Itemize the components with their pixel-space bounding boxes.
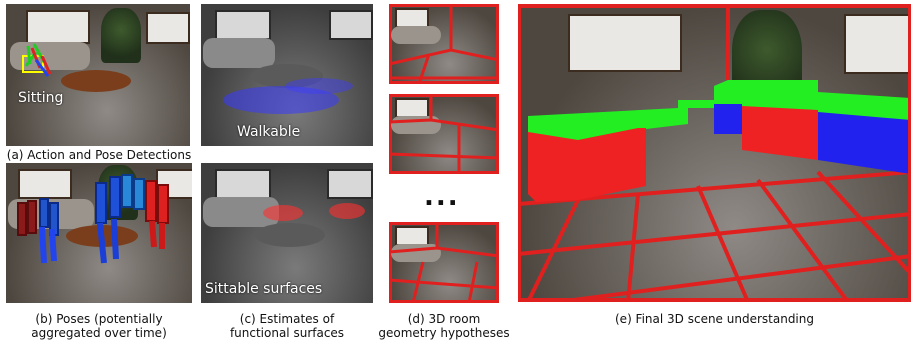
sitting-label: Sitting [18, 90, 63, 106]
occupied-front-surface [742, 106, 818, 160]
more-hypotheses-ellipsis: ... [424, 182, 460, 212]
panel-e-image [518, 4, 911, 302]
panel-c-caption-line1: (c) Estimates of [196, 312, 378, 326]
room-edges-overlay [389, 94, 499, 174]
room-hypothesis-2 [389, 94, 499, 174]
panel-b-image [6, 163, 192, 303]
panel-c-image: Sittable surfaces [201, 163, 373, 303]
room-edges-overlay [389, 4, 499, 84]
panel-b-caption-line1: (b) Poses (potentially [4, 312, 194, 326]
sittable-surfaces-label: Sittable surfaces [205, 281, 322, 297]
occupied-side-surface [714, 104, 742, 134]
pose-cluster-lightblue [122, 175, 144, 209]
pose-legs-blue [42, 227, 54, 263]
panel-a-caption: (a) Action and Pose Detections [4, 148, 194, 162]
pose-legs-blue-2 [100, 219, 116, 263]
pose-cluster-red [146, 181, 168, 223]
sittable-region [263, 205, 303, 221]
occupied-side-surface [818, 112, 911, 174]
room-hypothesis-3 [389, 222, 499, 303]
occupied-volumes [528, 80, 911, 202]
walkable-label: Walkable [237, 124, 300, 140]
sittable-region [329, 203, 365, 219]
occupied-front-surface [528, 128, 646, 202]
panel-e-caption: (e) Final 3D scene understanding [518, 312, 911, 326]
panel-d-caption-line2: geometry hypotheses [372, 326, 516, 340]
panel-a-image: Sitting [6, 4, 190, 146]
pose-skeleton-red [32, 48, 50, 74]
pose-legs-red [152, 221, 162, 249]
pose-cluster-darkred [18, 201, 36, 235]
pose-cluster-blue-2 [96, 177, 120, 223]
pose-detection-overlay [6, 4, 190, 146]
panel-c-caption-line2: functional surfaces [196, 326, 378, 340]
walkable-surface-image: Walkable [201, 4, 373, 146]
room-hypothesis-1 [389, 4, 499, 84]
walkable-region [285, 78, 353, 94]
panel-b-caption-line2: aggregated over time) [4, 326, 194, 340]
panel-d-caption-line1: (d) 3D room [382, 312, 506, 326]
aggregated-poses-overlay [6, 163, 192, 303]
room-edges-overlay [389, 222, 499, 303]
scene-understanding-overlay [518, 4, 911, 302]
